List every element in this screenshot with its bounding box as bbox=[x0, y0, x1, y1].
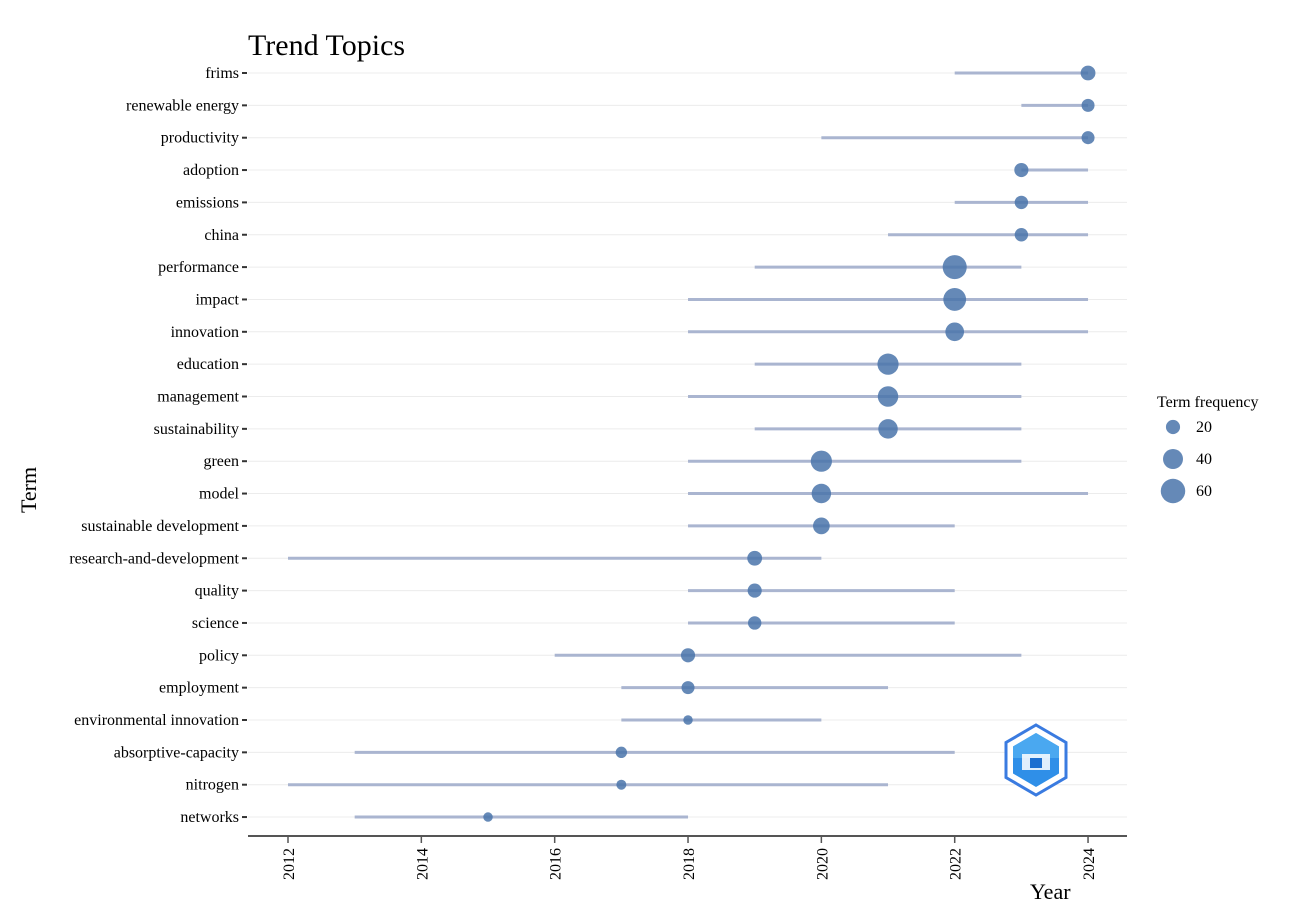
legend-marker bbox=[1165, 419, 1181, 435]
term-label: quality bbox=[195, 583, 239, 600]
point-environmental-innovation bbox=[683, 715, 693, 725]
term-label: impact bbox=[195, 291, 239, 308]
point-networks bbox=[483, 812, 493, 822]
x-tick-label: 2024 bbox=[1081, 848, 1098, 880]
gridlines bbox=[248, 72, 1127, 818]
term-label: management bbox=[157, 389, 239, 406]
point-nitrogen bbox=[616, 779, 627, 790]
term-label: green bbox=[203, 453, 239, 470]
term-label: productivity bbox=[161, 130, 239, 147]
hexagon-logo-icon bbox=[1004, 723, 1068, 797]
term-label: science bbox=[192, 615, 239, 632]
legend-label: 20 bbox=[1196, 419, 1212, 436]
y-axis-title: Term bbox=[16, 467, 41, 513]
chart-title: Trend Topics bbox=[248, 29, 405, 62]
x-tick-label: 2018 bbox=[681, 848, 698, 880]
point-education bbox=[877, 353, 899, 375]
point-productivity bbox=[1081, 131, 1095, 145]
term-label: sustainability bbox=[154, 421, 239, 438]
legend-marker bbox=[1160, 478, 1186, 504]
x-tick-label: 2016 bbox=[548, 848, 565, 880]
term-label: environmental innovation bbox=[74, 712, 239, 729]
term-label: nitrogen bbox=[186, 777, 239, 794]
term-label: adoption bbox=[183, 162, 239, 179]
term-label: renewable energy bbox=[126, 97, 239, 114]
point-renewable-energy bbox=[1081, 98, 1095, 112]
point-adoption bbox=[1014, 162, 1029, 178]
point-research-and-development bbox=[747, 550, 763, 566]
legend-marker bbox=[1163, 449, 1183, 469]
point-impact bbox=[943, 288, 967, 311]
term-label: employment bbox=[159, 680, 240, 697]
point-emissions bbox=[1014, 195, 1029, 210]
point-absorptive-capacity bbox=[615, 746, 628, 759]
term-label: frims bbox=[205, 65, 239, 82]
point-performance bbox=[942, 255, 967, 280]
point-sustainable-development bbox=[812, 517, 830, 535]
term-label: emissions bbox=[176, 194, 239, 211]
term-label: research-and-development bbox=[69, 550, 239, 567]
x-tick-label: 2012 bbox=[281, 848, 298, 880]
x-tick-label: 2022 bbox=[948, 848, 965, 880]
term-label: education bbox=[177, 356, 239, 373]
term-labels: frims renewable energy productivity adoptio… bbox=[69, 65, 247, 826]
year-range-lines bbox=[288, 71, 1089, 819]
legend-label: 60 bbox=[1196, 483, 1212, 500]
point-science bbox=[747, 616, 762, 630]
x-axis-title: Year bbox=[1030, 879, 1071, 904]
term-label: networks bbox=[180, 809, 239, 826]
term-label: model bbox=[199, 486, 240, 503]
x-axis-ticks: 2012 2014 2016 2018 2020 2022 2024 bbox=[281, 836, 1098, 880]
point-management bbox=[877, 386, 899, 407]
point-sustainability bbox=[878, 419, 898, 439]
term-label: china bbox=[204, 227, 239, 244]
point-china bbox=[1014, 228, 1029, 242]
x-tick-label: 2014 bbox=[414, 848, 431, 880]
point-policy bbox=[680, 648, 696, 663]
median-year-points bbox=[483, 65, 1096, 822]
point-frims bbox=[1080, 65, 1096, 81]
x-tick-label: 2020 bbox=[814, 848, 831, 880]
point-green bbox=[810, 450, 832, 472]
term-label: sustainable development bbox=[81, 518, 239, 535]
term-label: performance bbox=[158, 259, 239, 276]
term-label: innovation bbox=[171, 324, 239, 341]
legend-title: Term frequency bbox=[1157, 394, 1259, 411]
point-employment bbox=[681, 681, 695, 695]
term-label: policy bbox=[199, 647, 239, 664]
term-label: absorptive-capacity bbox=[114, 744, 239, 761]
point-model bbox=[811, 483, 832, 504]
point-innovation bbox=[945, 322, 965, 342]
point-quality bbox=[747, 583, 762, 598]
legend: Term frequency 20 40 60 bbox=[1157, 394, 1259, 504]
legend-label: 40 bbox=[1196, 451, 1212, 468]
